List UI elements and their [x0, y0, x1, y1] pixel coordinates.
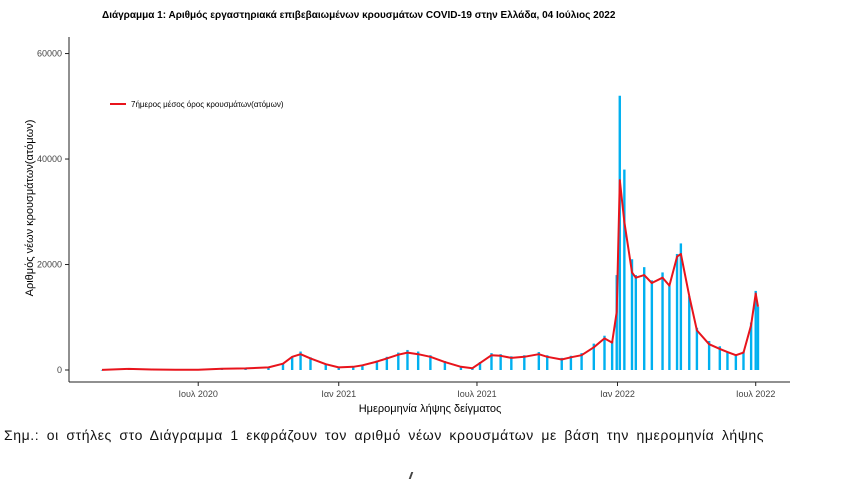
daily-cases-bar: [610, 340, 614, 370]
daily-cases-bar: [615, 275, 618, 370]
chart-title: Διάγραμμα 1: Αριθμός εργαστηριακά επιβεβ…: [102, 10, 616, 21]
daily-cases-bar: [397, 352, 400, 370]
daily-cases-bar: [546, 355, 549, 370]
daily-cases-bar: [281, 363, 285, 370]
daily-cases-bar: [675, 253, 679, 370]
daily-cases-bar: [443, 361, 447, 370]
daily-cases-bar: [100, 369, 104, 371]
y-tick-label: 40000: [37, 154, 62, 164]
daily-cases-bar: [490, 353, 493, 370]
daily-cases-bar: [560, 357, 563, 370]
seven-day-average-line: [101, 179, 759, 371]
daily-cases-bar: [299, 351, 302, 370]
axes: [68, 37, 790, 383]
daily-cases-bar: [650, 280, 654, 370]
daily-cases-bar: [569, 355, 573, 370]
x-tick-label: Ιουλ 2022: [736, 389, 775, 399]
daily-cases-bar: [634, 275, 638, 370]
daily-cases-bar: [499, 354, 502, 370]
daily-cases-bar: [623, 169, 626, 370]
daily-cases-bar: [267, 367, 270, 370]
daily-cases-bar: [324, 363, 327, 370]
daily-cases-bar: [603, 335, 606, 370]
daily-cases-bar: [406, 349, 409, 370]
daily-cases-bar: [630, 259, 634, 370]
chart-note: Σημ.: οι στήλες στο Διάγραμμα 1 εκφράζου…: [4, 427, 765, 443]
daily-cases-bar: [643, 267, 646, 370]
daily-cases-bar: [416, 351, 420, 370]
daily-cases-bar: [361, 364, 364, 370]
daily-cases-bar: [707, 340, 711, 370]
daily-cases-bar: [375, 360, 379, 370]
stray-mark: [408, 472, 414, 479]
daily-cases-bar: [510, 356, 513, 370]
daily-cases-bar: [754, 290, 757, 370]
daily-cases-bar: [290, 356, 294, 370]
x-axis-label: Ημερομηνία λήψης δείγματος: [359, 403, 502, 415]
daily-cases-bar: [726, 351, 729, 370]
daily-cases-bar: [618, 95, 621, 370]
daily-cases-bar: [523, 355, 526, 370]
daily-cases-bar: [718, 346, 722, 370]
x-ticks: Ιουλ 2020 Ιαν 2021 Ιουλ 2021 Ιαν 2022 Ιουλ 2…: [178, 382, 775, 399]
x-tick-label: Ιουλ 2020: [178, 389, 217, 399]
daily-cases-bar: [756, 306, 760, 370]
line-layer: [101, 179, 759, 371]
daily-cases-bar: [679, 243, 683, 370]
legend-label: 7ήμερος μέσος όρος κρουσμάτων(ατόμων): [131, 100, 284, 109]
daily-cases-bar: [580, 353, 583, 370]
daily-cases-bar: [592, 343, 596, 370]
daily-cases-bar: [478, 362, 482, 370]
y-tick-label: 60000: [37, 49, 62, 59]
daily-cases-bar: [734, 355, 738, 370]
daily-cases-bar: [661, 272, 664, 370]
legend: 7ήμερος μέσος όρος κρουσμάτων(ατόμων): [110, 100, 284, 109]
daily-cases-bar: [352, 366, 355, 370]
daily-cases-bar: [742, 351, 745, 370]
daily-cases-bar: [337, 366, 340, 370]
y-tick-label: 20000: [37, 260, 62, 270]
daily-cases-bar: [537, 352, 541, 370]
daily-cases-bar: [385, 356, 389, 370]
x-tick-label: Ιουλ 2021: [457, 389, 496, 399]
x-tick-label: Ιαν 2021: [321, 389, 356, 399]
y-ticks: 0 20000 40000 60000: [37, 49, 69, 375]
daily-cases-bar: [695, 327, 699, 370]
daily-cases-bar: [309, 357, 312, 370]
bars-layer: [100, 95, 760, 371]
daily-cases-bar: [668, 285, 671, 370]
y-tick-label: 0: [57, 365, 62, 375]
y-axis-label: Αριθμός νέων κρουσμάτων(ατόμων): [24, 120, 36, 297]
daily-cases-bar: [429, 355, 432, 370]
x-tick-label: Ιαν 2022: [600, 389, 635, 399]
daily-cases-bar: [688, 296, 691, 370]
daily-cases-bar: [459, 366, 463, 370]
daily-cases-bar: [749, 322, 753, 370]
